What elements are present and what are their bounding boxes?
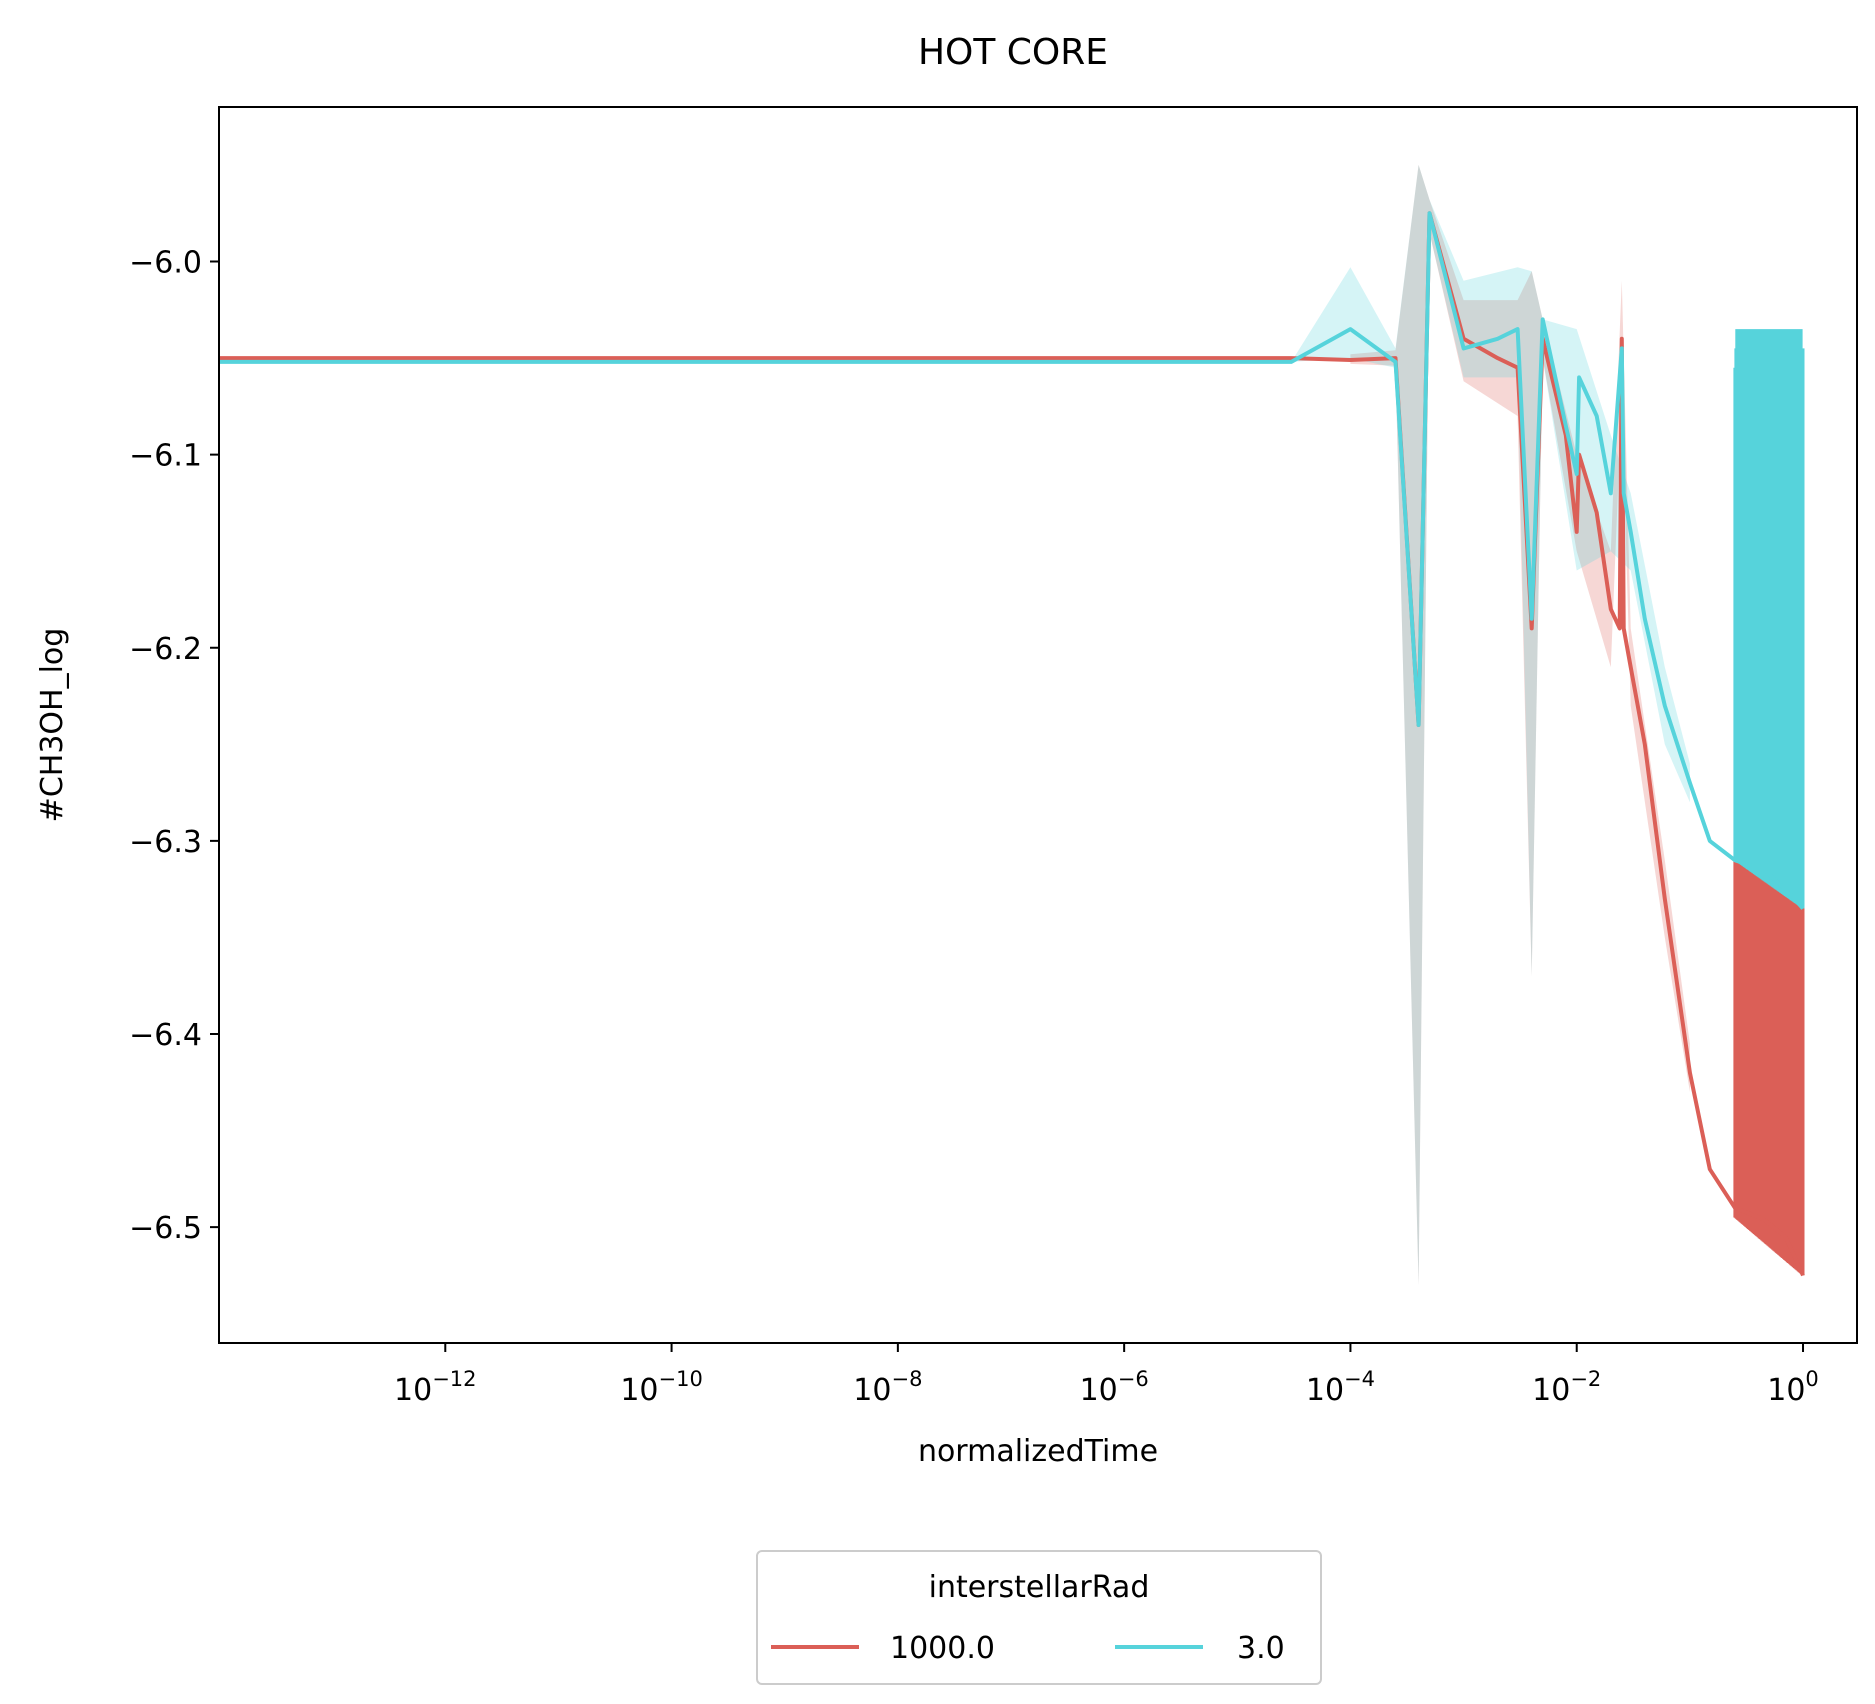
- axes-frame: [218, 106, 1858, 1344]
- y-tick-label: −6.0: [129, 246, 202, 281]
- y-axis: −6.0 −6.1 −6.2 −6.3 −6.4 −6.5: [129, 246, 219, 1246]
- oscillation-strokes-0: [1733, 821, 1805, 1276]
- x-axis-label: normalizedTime: [918, 1434, 1158, 1469]
- oscillation-0: [1733, 821, 1805, 1276]
- legend-entry-3: 3.0: [1237, 1631, 1285, 1666]
- confidence-band-1: [1291, 164, 1690, 1286]
- legend-title: interstellarRad: [929, 1570, 1150, 1605]
- legend-entry-1000: 1000.0: [890, 1631, 995, 1666]
- x-tick-label: 10−12: [394, 1367, 477, 1408]
- x-tick-label: 100: [1767, 1367, 1819, 1408]
- legend: interstellarRad 1000.0 3.0: [756, 1550, 1322, 1685]
- x-axis: 10−12 10−10 10−8 10−6 10−4 10−2 100: [394, 1343, 1819, 1408]
- series-line-3.0: [219, 211, 1805, 910]
- y-tick-label: −6.5: [129, 1211, 202, 1246]
- x-tick-label: 10−10: [620, 1367, 703, 1408]
- y-tick-label: −6.3: [129, 825, 202, 860]
- plot-area: [219, 164, 1805, 1286]
- x-tick-label: 10−8: [853, 1367, 922, 1408]
- y-tick-label: −6.1: [129, 439, 202, 474]
- x-tick-label: 10−4: [1306, 1367, 1375, 1408]
- chart-title: HOT CORE: [918, 32, 1108, 73]
- y-tick-label: −6.4: [129, 1018, 202, 1053]
- legend-box: [756, 1550, 1322, 1685]
- y-tick-label: −6.2: [129, 632, 202, 667]
- x-tick-label: 10−2: [1532, 1367, 1601, 1408]
- x-tick-label: 10−6: [1080, 1367, 1149, 1408]
- y-axis-label: #CH3OH_log: [35, 628, 70, 823]
- oscillation-strokes-1: [1733, 329, 1805, 909]
- oscillation-1: [1733, 329, 1805, 909]
